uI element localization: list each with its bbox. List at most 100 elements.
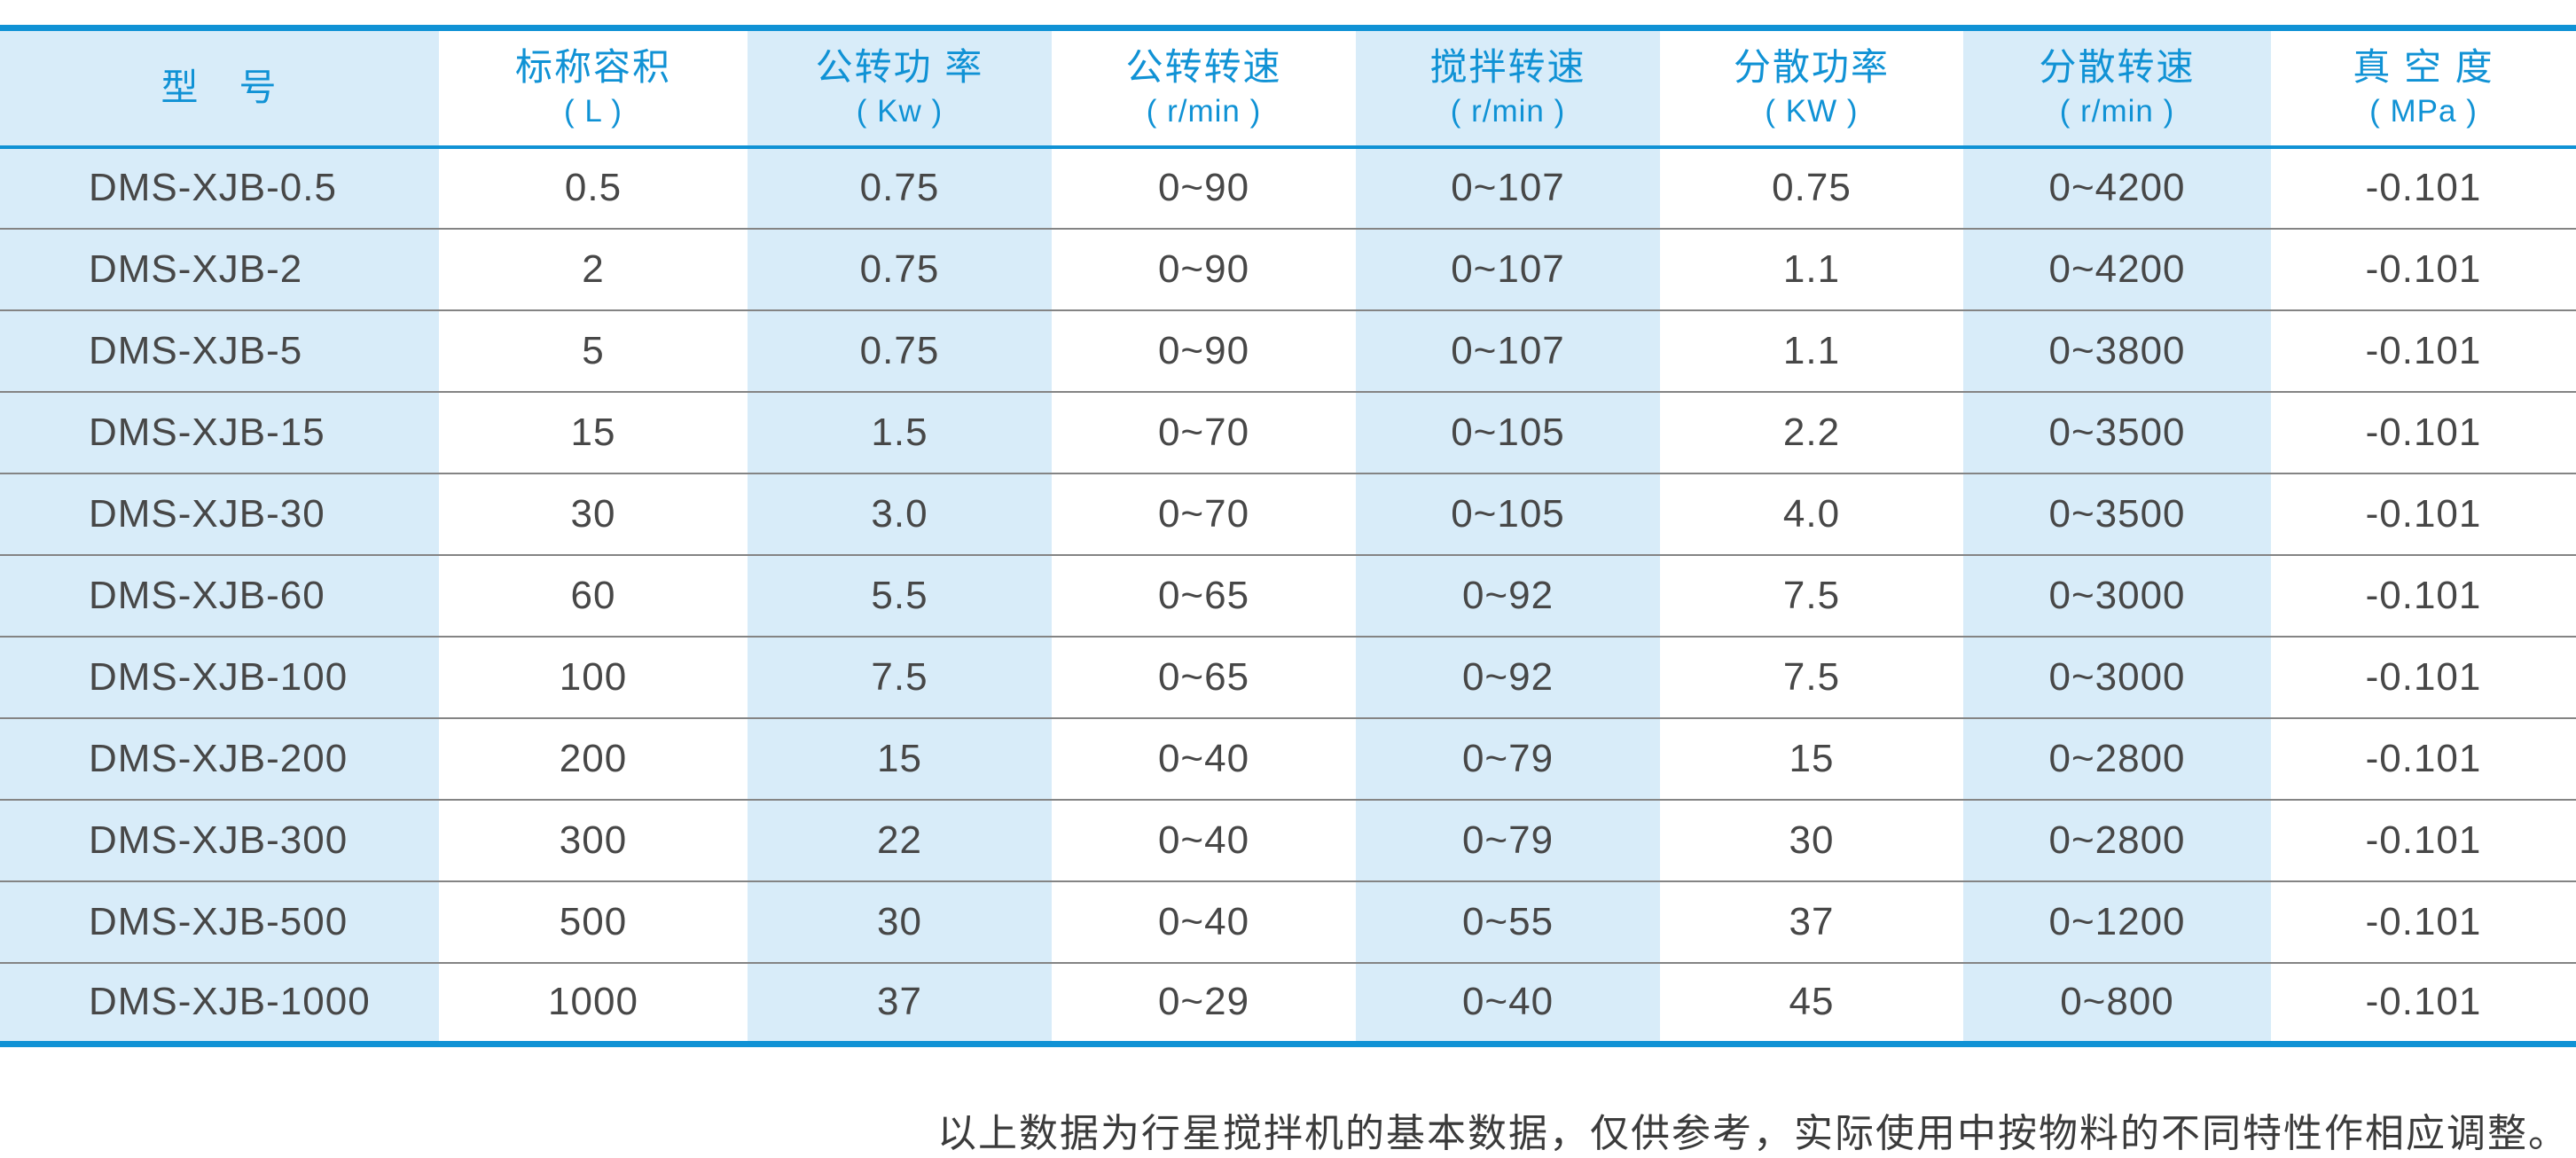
dispersion-power-cell: 4.0 [1782, 491, 1841, 536]
capacity-cell: 2 [582, 246, 605, 291]
dispersion-speed-cell: 0~3800 [1963, 309, 2271, 392]
vacuum-cell: -0.101 [2365, 980, 2482, 1024]
table-row: DMS-XJB-2 2 0.75 0~90 0~107 1.1 0~4200 -… [0, 228, 2576, 310]
vacuum-cell: -0.101 [2365, 818, 2482, 862]
dispersion-power-cell: 15 [1789, 736, 1835, 780]
dispersion-speed-cell: 0~3500 [1963, 473, 2271, 555]
model-cell: DMS-XJB-100 [0, 636, 439, 718]
stir-speed-cell: 0~79 [1356, 799, 1660, 881]
capacity-cell: 60 [570, 573, 616, 617]
dispersion-speed-cell: 0~2800 [1963, 799, 2271, 881]
stir-speed-cell: 0~92 [1356, 554, 1660, 637]
capacity-cell: 15 [570, 410, 616, 454]
vacuum-cell: -0.101 [2365, 654, 2482, 699]
dispersion-power-cell: 37 [1789, 899, 1835, 943]
revolution-power-cell: 0.75 [748, 146, 1052, 229]
capacity-cell: 0.5 [564, 166, 622, 209]
footer-note: 以上数据为行星搅拌机的基本数据，仅供参考，实际使用中按物料的不同特性作相应调整。 [937, 1111, 2569, 1156]
vacuum-cell: -0.101 [2365, 328, 2482, 372]
column-title: 分散转速 [2039, 46, 2196, 89]
table-row: DMS-XJB-0.5 0.5 0.75 0~90 0~107 0.75 0~4… [0, 146, 2576, 229]
column-unit: ( r/min ) [1146, 94, 1262, 129]
dispersion-speed-cell: 0~3000 [1963, 636, 2271, 718]
revolution-power-cell: 5.5 [748, 554, 1052, 637]
column-header-revolution-power: 公转功 率 ( Kw ) [748, 27, 1052, 147]
stir-speed-cell: 0~105 [1356, 391, 1660, 473]
column-title: 搅拌转速 [1429, 46, 1586, 89]
revolution-speed-cell: 0~90 [1157, 166, 1250, 209]
column-header-model: 型 号 [0, 27, 439, 147]
capacity-cell: 100 [559, 654, 628, 699]
table-header-row: 型 号 标称容积 ( L ) 公转功 率 ( Kw ) 公转转速 ( r/min… [0, 27, 2576, 147]
table-row: DMS-XJB-300 300 22 0~40 0~79 30 0~2800 -… [0, 799, 2576, 881]
table-row: DMS-XJB-200 200 15 0~40 0~79 15 0~2800 -… [0, 717, 2576, 800]
revolution-power-cell: 1.5 [748, 391, 1052, 473]
revolution-speed-cell: 0~70 [1157, 491, 1250, 536]
table-row: DMS-XJB-15 15 1.5 0~70 0~105 2.2 0~3500 … [0, 391, 2576, 473]
table-body: DMS-XJB-0.5 0.5 0.75 0~90 0~107 0.75 0~4… [0, 146, 2576, 1045]
model-cell: DMS-XJB-300 [0, 799, 439, 881]
dispersion-speed-cell: 0~1200 [1963, 880, 2271, 963]
stir-speed-cell: 0~107 [1356, 146, 1660, 229]
dispersion-power-cell: 7.5 [1782, 573, 1841, 617]
column-title: 公转功 率 [815, 46, 984, 89]
column-title: 型 号 [161, 67, 278, 109]
dispersion-speed-cell: 0~3000 [1963, 554, 2271, 637]
column-title: 标称容积 [514, 46, 671, 89]
model-cell: DMS-XJB-5 [0, 309, 439, 392]
dispersion-speed-cell: 0~2800 [1963, 717, 2271, 800]
capacity-cell: 5 [582, 328, 605, 372]
column-unit: ( L ) [564, 94, 622, 129]
revolution-power-cell: 22 [748, 799, 1052, 881]
vacuum-cell: -0.101 [2365, 166, 2482, 209]
model-cell: DMS-XJB-30 [0, 473, 439, 555]
table-header: 型 号 标称容积 ( L ) 公转功 率 ( Kw ) 公转转速 ( r/min… [0, 27, 2576, 147]
revolution-speed-cell: 0~29 [1157, 980, 1250, 1024]
revolution-speed-cell: 0~70 [1157, 410, 1250, 454]
stir-speed-cell: 0~92 [1356, 636, 1660, 718]
dispersion-power-cell: 30 [1789, 818, 1835, 862]
spec-table: 型 号 标称容积 ( L ) 公转功 率 ( Kw ) 公转转速 ( r/min… [0, 25, 2576, 1047]
column-header-dispersion-speed: 分散转速 ( r/min ) [1963, 27, 2271, 147]
revolution-speed-cell: 0~40 [1157, 736, 1250, 780]
column-title: 真 空 度 [2353, 46, 2494, 89]
column-unit: ( MPa ) [2369, 94, 2478, 129]
column-unit: ( r/min ) [1450, 94, 1566, 129]
column-unit: ( r/min ) [2059, 94, 2175, 129]
stir-speed-cell: 0~40 [1356, 962, 1660, 1045]
dispersion-speed-cell: 0~4200 [1963, 228, 2271, 310]
revolution-speed-cell: 0~40 [1157, 818, 1250, 862]
model-cell: DMS-XJB-2 [0, 228, 439, 310]
model-cell: DMS-XJB-1000 [0, 962, 439, 1045]
stir-speed-cell: 0~105 [1356, 473, 1660, 555]
column-header-stir-speed: 搅拌转速 ( r/min ) [1356, 27, 1660, 147]
revolution-power-cell: 3.0 [748, 473, 1052, 555]
dispersion-speed-cell: 0~800 [1963, 962, 2271, 1045]
capacity-cell: 200 [559, 736, 628, 780]
column-unit: ( KW ) [1765, 94, 1859, 129]
capacity-cell: 1000 [548, 980, 638, 1024]
table-row: DMS-XJB-100 100 7.5 0~65 0~92 7.5 0~3000… [0, 636, 2576, 718]
table-row: DMS-XJB-1000 1000 37 0~29 0~40 45 0~800 … [0, 962, 2576, 1045]
revolution-speed-cell: 0~90 [1157, 328, 1250, 372]
column-title: 分散功率 [1733, 46, 1890, 89]
table-row: DMS-XJB-60 60 5.5 0~65 0~92 7.5 0~3000 -… [0, 554, 2576, 637]
model-cell: DMS-XJB-60 [0, 554, 439, 637]
column-header-dispersion-power: 分散功率 ( KW ) [1660, 28, 1963, 147]
revolution-power-cell: 7.5 [748, 636, 1052, 718]
model-cell: DMS-XJB-15 [0, 391, 439, 473]
dispersion-speed-cell: 0~4200 [1963, 146, 2271, 229]
column-header-revolution-speed: 公转转速 ( r/min ) [1052, 28, 1356, 147]
table-row: DMS-XJB-30 30 3.0 0~70 0~105 4.0 0~3500 … [0, 473, 2576, 555]
revolution-speed-cell: 0~40 [1157, 899, 1250, 943]
revolution-power-cell: 0.75 [748, 228, 1052, 310]
revolution-speed-cell: 0~90 [1157, 246, 1250, 291]
column-unit: ( Kw ) [856, 94, 943, 129]
model-cell: DMS-XJB-500 [0, 880, 439, 963]
vacuum-cell: -0.101 [2365, 246, 2482, 291]
vacuum-cell: -0.101 [2365, 736, 2482, 780]
stir-speed-cell: 0~55 [1356, 880, 1660, 963]
revolution-speed-cell: 0~65 [1157, 654, 1250, 699]
revolution-speed-cell: 0~65 [1157, 573, 1250, 617]
dispersion-power-cell: 7.5 [1782, 654, 1841, 699]
